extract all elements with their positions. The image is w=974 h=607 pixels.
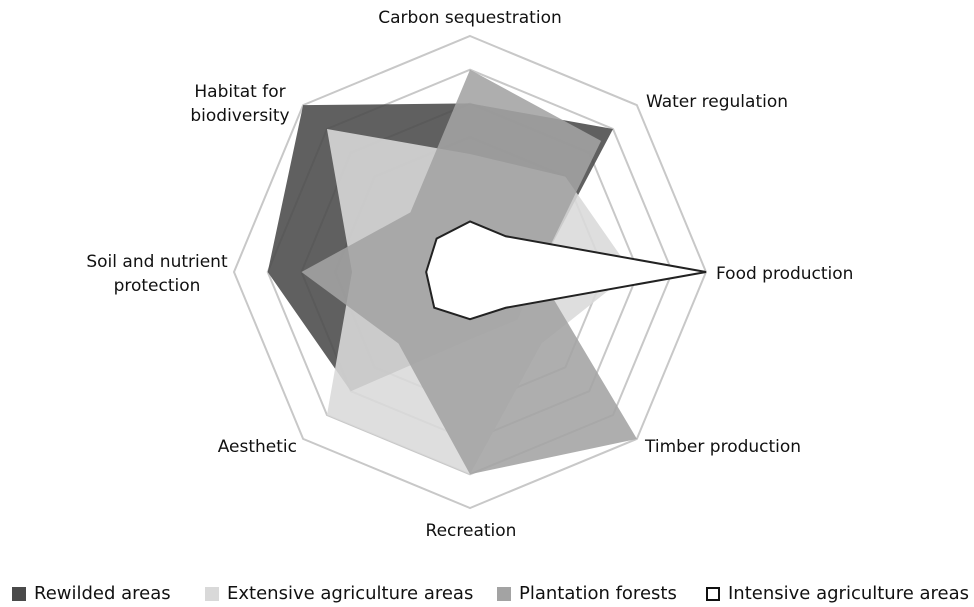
legend-swatch: [205, 586, 219, 601]
legend-item: Intensive agriculture areas: [706, 583, 969, 604]
legend-label: Intensive agriculture areas: [728, 583, 970, 604]
axis-label: Carbon sequestration: [378, 8, 562, 28]
axis-label: Timber production: [645, 437, 802, 457]
axis-label: Recreation: [425, 521, 517, 541]
legend-label: Plantation forests: [519, 583, 677, 604]
axis-label: Food production: [716, 264, 854, 284]
legend-label: Rewilded areas: [34, 583, 171, 604]
legend-item: Rewilded areas: [12, 583, 171, 604]
grid-ring: [232, 34, 708, 510]
legend-item: Plantation forests: [497, 583, 677, 604]
axis-label: Water regulation: [646, 92, 789, 112]
legend-swatch: [706, 586, 720, 601]
axis-label: Habitat for biodiversity: [190, 82, 290, 126]
axis-label: Aesthetic: [217, 437, 297, 457]
legend-item: Extensive agriculture areas: [205, 583, 473, 604]
legend-label: Extensive agriculture areas: [227, 583, 474, 604]
axis-label: Soil and nutrient protection: [86, 252, 228, 296]
legend-swatch: [497, 586, 511, 601]
legend-swatch: [12, 586, 26, 601]
series-area: [425, 220, 707, 321]
